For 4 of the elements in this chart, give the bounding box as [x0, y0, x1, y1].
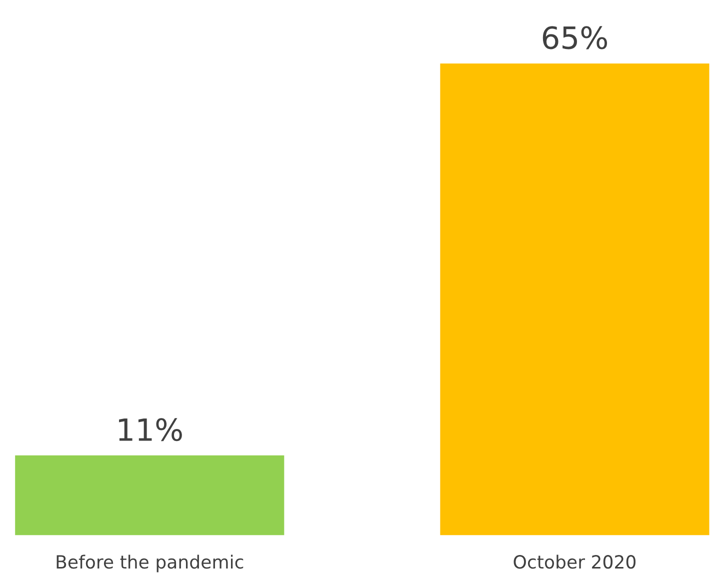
x-tick-label: Before the pandemic	[56, 554, 244, 572]
data-label: 11%	[119, 418, 182, 442]
x-tick-label: October 2020	[514, 554, 636, 569]
data-label: 65%	[542, 26, 607, 50]
